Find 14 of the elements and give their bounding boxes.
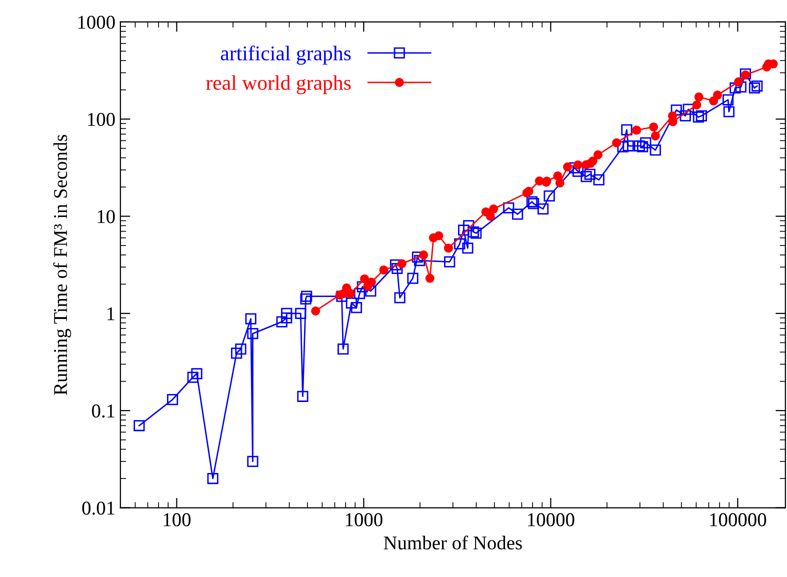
y-tick-label: 0.1: [92, 404, 114, 418]
x-tick-label: 10000: [528, 513, 574, 526]
y-tick-label: 100: [88, 112, 115, 126]
y-tick-label: 10: [98, 210, 115, 224]
x-axis-title: Number of Nodes: [384, 536, 522, 550]
x-tick-label: 100: [164, 513, 191, 526]
x-tick-label: 1000: [346, 513, 382, 526]
y-tick-label: 1: [108, 307, 114, 320]
y-tick-label: 1000: [78, 16, 115, 29]
x-tick-label: 100000: [710, 513, 766, 526]
legend-label: real world graphs: [206, 75, 351, 94]
y-tick-label: 0.01: [82, 502, 114, 515]
legend-label: artificial graphs: [220, 46, 351, 65]
y-axis-title: Running Time of FM³ in Seconds: [53, 134, 72, 395]
